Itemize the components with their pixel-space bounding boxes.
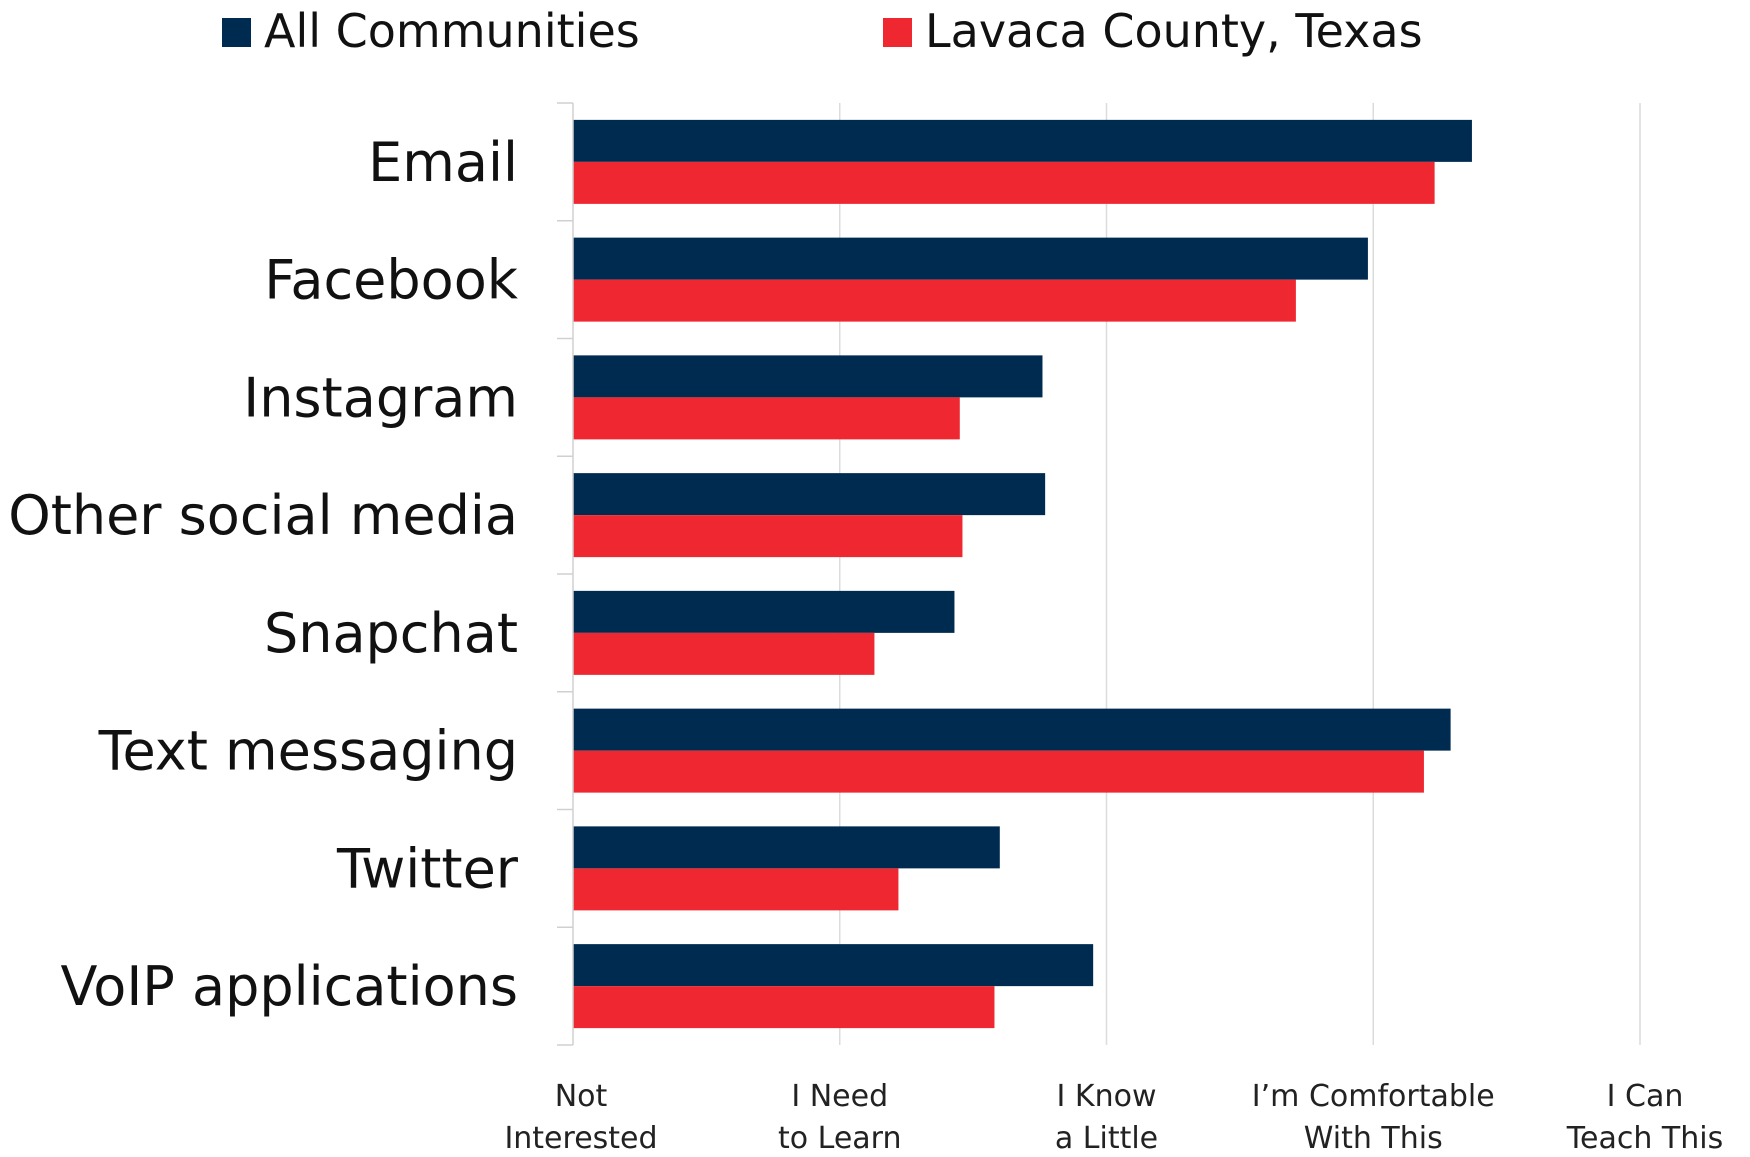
category-label-twitter: Twitter <box>336 837 519 900</box>
legend: All Communities Lavaca County, Texas <box>222 4 1423 58</box>
bar-all-communities-voip-applications <box>573 944 1094 987</box>
bar-lavaca-county-texas-facebook <box>573 279 1296 322</box>
bar-all-communities-snapchat <box>573 590 955 633</box>
category-label-voip-applications: VoIP applications <box>61 955 518 1018</box>
legend-swatch-all-communities <box>222 18 251 47</box>
x-tick-labels: Not Interested I Need to Learn I Know a Littl… <box>504 1079 1723 1156</box>
bar-lavaca-county-texas-twitter <box>573 868 899 911</box>
x-tick-label: I Need <box>791 1079 888 1114</box>
legend-label-lavaca-county-texas: Lavaca County, Texas <box>925 4 1423 58</box>
bar-all-communities-other-social-media <box>573 473 1046 516</box>
bar-all-communities-facebook <box>573 237 1368 280</box>
category-labels: Email Facebook Instagram Other social media… <box>8 131 519 1018</box>
category-label-instagram: Instagram <box>243 366 518 429</box>
x-tick-label: Interested <box>504 1121 657 1156</box>
category-label-facebook: Facebook <box>264 249 518 312</box>
bar-lavaca-county-texas-snapchat <box>573 632 875 675</box>
bar-lavaca-county-texas-email <box>573 161 1435 204</box>
bar-all-communities-email <box>573 119 1472 162</box>
x-tick-label: With This <box>1304 1121 1443 1156</box>
bar-lavaca-county-texas-instagram <box>573 397 960 440</box>
legend-swatch-lavaca-county-texas <box>883 18 912 47</box>
category-label-snapchat: Snapchat <box>264 602 518 665</box>
legend-label-all-communities: All Communities <box>264 4 640 58</box>
bar-all-communities-text-messaging <box>573 708 1451 751</box>
bar-lavaca-county-texas-text-messaging <box>573 750 1424 793</box>
x-tick-label: to Learn <box>778 1121 902 1156</box>
x-tick-label: Not <box>555 1079 608 1114</box>
y-axis <box>557 102 574 1046</box>
x-tick-label: I’m Comfortable <box>1252 1079 1495 1114</box>
bar-all-communities-instagram <box>573 355 1043 398</box>
category-label-other-social-media: Other social media <box>8 484 518 547</box>
bar-lavaca-county-texas-other-social-media <box>573 515 963 558</box>
x-tick-label: a Little <box>1055 1121 1158 1156</box>
x-tick-label: I Can <box>1607 1079 1684 1114</box>
bar-all-communities-twitter <box>573 826 1000 869</box>
bars <box>573 119 1472 1029</box>
bar-lavaca-county-texas-voip-applications <box>573 986 995 1029</box>
x-tick-label: I Know <box>1057 1079 1157 1114</box>
x-tick-label: Teach This <box>1566 1121 1723 1156</box>
category-label-email: Email <box>368 131 518 194</box>
category-label-text-messaging: Text messaging <box>98 720 518 783</box>
